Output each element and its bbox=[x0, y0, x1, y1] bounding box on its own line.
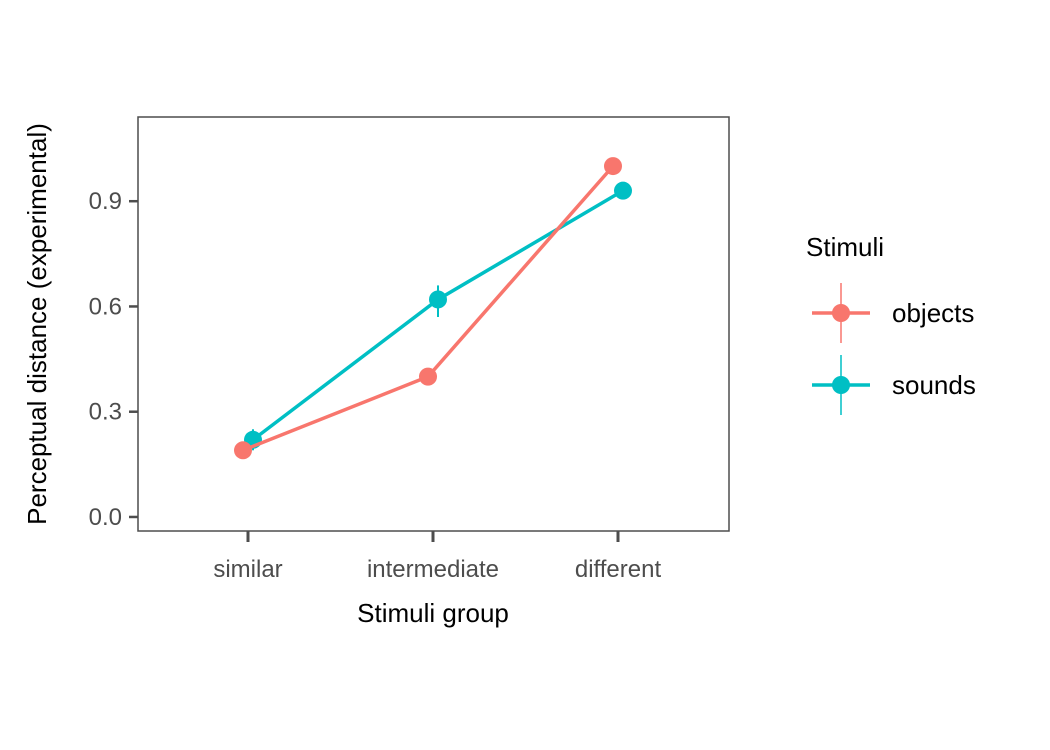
y-tick-label: 0.3 bbox=[89, 399, 122, 426]
x-tick-label: different bbox=[575, 556, 662, 583]
series-objects bbox=[234, 157, 622, 460]
legend-label: objects bbox=[892, 298, 974, 328]
legend-title: Stimuli bbox=[806, 232, 884, 262]
series-layer bbox=[234, 157, 632, 460]
data-point bbox=[234, 441, 252, 460]
legend-key-point bbox=[832, 376, 850, 394]
plot-panel bbox=[137, 116, 730, 532]
data-point bbox=[419, 367, 437, 386]
data-point bbox=[604, 157, 622, 176]
x-axis-title: Stimuli group bbox=[357, 598, 509, 628]
y-axis-title: Perceptual distance (experimental) bbox=[22, 123, 52, 525]
x-axis: similar intermediate different bbox=[213, 531, 661, 583]
data-point bbox=[614, 181, 632, 200]
data-point bbox=[429, 290, 447, 309]
legend-key-sounds bbox=[812, 355, 870, 415]
y-axis: 0.0 0.3 0.6 0.9 bbox=[89, 188, 138, 531]
legend-key-point bbox=[832, 304, 850, 322]
y-tick-label: 0.0 bbox=[89, 504, 122, 531]
y-tick-label: 0.6 bbox=[89, 293, 122, 320]
legend: Stimuli objects sounds bbox=[806, 232, 976, 415]
legend-key-objects bbox=[812, 283, 870, 343]
x-tick-label: intermediate bbox=[367, 556, 499, 583]
legend-label: sounds bbox=[892, 370, 976, 400]
x-tick-label: similar bbox=[213, 556, 282, 583]
y-tick-label: 0.9 bbox=[89, 188, 122, 215]
